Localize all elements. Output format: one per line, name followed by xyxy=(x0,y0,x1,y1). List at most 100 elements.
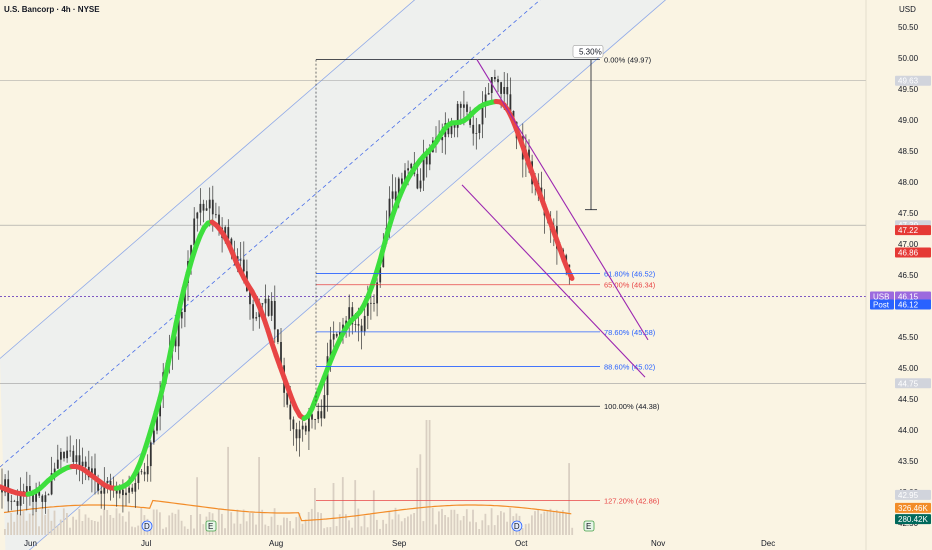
candle-body xyxy=(193,218,196,246)
trend-segment xyxy=(377,243,387,263)
earnings-marker xyxy=(205,520,217,532)
volume-bar xyxy=(261,509,264,535)
candle-body xyxy=(370,302,372,304)
volume-bar xyxy=(236,509,239,535)
time-axis[interactable]: Jun Jul Aug Sep Oct Nov Dec xyxy=(24,539,775,548)
candle-body xyxy=(466,104,468,112)
volume-bar xyxy=(199,514,202,535)
candle-body xyxy=(506,87,509,95)
candle-body xyxy=(503,87,506,94)
volume-bar xyxy=(171,512,174,535)
candle-body xyxy=(29,486,31,491)
volume-bar xyxy=(549,508,552,535)
volume-bar xyxy=(428,420,431,535)
volume-bar xyxy=(431,508,434,535)
volume-bar xyxy=(534,511,536,535)
volume-bar xyxy=(19,513,22,535)
candle-body xyxy=(125,492,127,496)
volume-bar xyxy=(78,509,81,535)
price-tag-value: 326.46K xyxy=(898,504,928,513)
volume-bar xyxy=(441,508,443,535)
candle-body xyxy=(128,487,130,493)
volume-bar xyxy=(183,526,186,535)
volume-bar xyxy=(475,522,477,535)
candle-body xyxy=(60,451,62,460)
candle-body xyxy=(56,459,59,469)
candle-body xyxy=(422,156,425,181)
time-tick-label: Nov xyxy=(651,539,665,548)
volume-bar xyxy=(221,513,223,535)
earnings-marker xyxy=(583,520,595,532)
candle-body xyxy=(63,451,65,459)
time-tick-label: Aug xyxy=(269,539,283,548)
channel-upper-line xyxy=(0,0,416,359)
candle-body xyxy=(345,320,347,325)
volume-bar xyxy=(317,512,319,535)
price-tick-label: 47.00 xyxy=(898,240,919,249)
volume-bar xyxy=(180,520,183,535)
candle-body xyxy=(118,489,121,494)
volume-bar xyxy=(245,521,248,535)
volume-bar xyxy=(35,508,37,535)
volume-bar xyxy=(131,526,133,535)
candle-body xyxy=(211,199,214,215)
wedge-upper-line xyxy=(476,59,649,341)
candle-body xyxy=(280,342,282,366)
candle-body xyxy=(354,324,357,325)
candle-body xyxy=(416,173,419,189)
volume-bar xyxy=(332,483,335,535)
price-tag-box xyxy=(895,378,931,389)
price-tick-label: 45.50 xyxy=(898,333,919,342)
candle-body xyxy=(143,471,146,475)
volume-bar xyxy=(283,517,285,535)
volume-bar xyxy=(149,526,152,535)
volume-bar xyxy=(31,514,34,535)
volume-bar xyxy=(84,514,87,535)
candle-body xyxy=(419,180,422,189)
candle-body xyxy=(404,170,406,184)
fib-label: 0.00% (49.97) xyxy=(604,56,652,65)
candle-body xyxy=(32,490,34,502)
volume-bar xyxy=(552,510,555,535)
candle-body xyxy=(19,490,22,506)
trend-segment xyxy=(181,270,191,292)
volume-bar xyxy=(165,527,167,535)
candle-body xyxy=(320,411,323,419)
volume-bar xyxy=(13,521,16,535)
candle-body xyxy=(174,336,177,347)
price-tick-label: 43.50 xyxy=(898,457,919,466)
volume-bar xyxy=(75,519,78,535)
volume-bar xyxy=(543,511,546,535)
volume-bar xyxy=(202,524,205,535)
volume-bar xyxy=(100,515,102,535)
candle-body xyxy=(323,395,326,419)
volume-bar xyxy=(233,523,236,535)
volume-bar xyxy=(357,508,360,535)
volume-bar xyxy=(4,529,6,535)
candle-body xyxy=(528,149,530,162)
candle-body xyxy=(298,429,301,439)
volume-bar xyxy=(230,512,233,535)
volume-bar xyxy=(469,521,471,535)
volume-bar xyxy=(286,517,288,535)
volume-bar xyxy=(190,515,192,535)
candle-body xyxy=(360,325,363,332)
volume-bar xyxy=(571,527,574,535)
volume-bar xyxy=(128,511,130,535)
candle-body xyxy=(332,334,335,340)
event-marker-label: D xyxy=(144,522,150,531)
volume-bar xyxy=(121,516,124,535)
price-tag-prefix: Post xyxy=(873,301,890,310)
price-tick-label: 50.00 xyxy=(898,54,919,63)
volume-bar xyxy=(447,517,450,535)
price-tick-label: 48.00 xyxy=(898,178,919,187)
candle-body xyxy=(475,133,478,134)
price-tag-box xyxy=(895,247,931,258)
candle-body xyxy=(289,404,292,420)
candle-body xyxy=(44,495,47,502)
price-tag-value: 46.12 xyxy=(898,301,919,310)
candle-body xyxy=(494,77,496,80)
candle-body xyxy=(156,416,158,431)
volume-bar xyxy=(379,528,381,535)
